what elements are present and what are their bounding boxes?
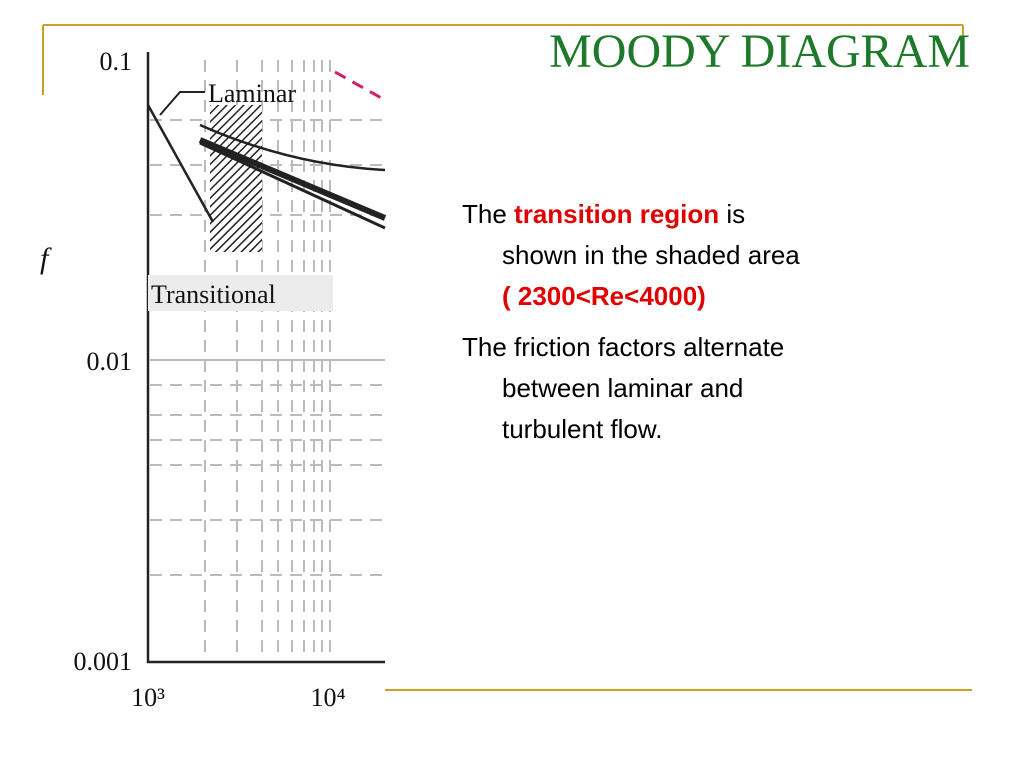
y-tick-label: 0.001	[74, 647, 133, 676]
text-run: The friction factors alternate	[462, 332, 785, 362]
text-run: is	[726, 199, 746, 229]
text-run: between laminar and	[502, 373, 744, 403]
bullet-line: between laminar and	[462, 368, 784, 409]
figure: Laminar Transitional f 0.1 0.01 0.001 10…	[40, 47, 387, 712]
x-tick-label: 10³	[131, 683, 165, 712]
bullet: The friction factors alternate between l…	[462, 327, 784, 450]
text-run: The	[462, 199, 507, 229]
bullet-line: The friction factors alternate	[462, 327, 784, 368]
bullet-line: shown in the shaded area	[462, 235, 800, 276]
annotation: Transitional	[151, 280, 276, 309]
bullet-line: ( 2300<Re<4000)	[462, 276, 800, 317]
y-tick-label: 0.01	[87, 347, 133, 376]
highlight-run: transition region	[514, 199, 720, 229]
slide-title: MOODY DIAGRAM	[549, 25, 970, 78]
highlight-run: ( 2300<Re<4000)	[502, 281, 706, 311]
frame-lines	[42, 24, 972, 691]
bullet-line: turbulent flow.	[462, 409, 784, 450]
y-axis-label: f	[40, 242, 52, 275]
bullet-line: The transition region is	[462, 194, 800, 235]
annotation: Laminar	[208, 79, 296, 108]
bullet: The transition region is shown in the sh…	[462, 194, 800, 317]
x-tick-label: 10⁴	[310, 683, 345, 712]
text-run: shown in the shaded area	[502, 240, 800, 270]
text-run: turbulent flow.	[502, 414, 663, 444]
y-tick-label: 0.1	[100, 47, 133, 76]
